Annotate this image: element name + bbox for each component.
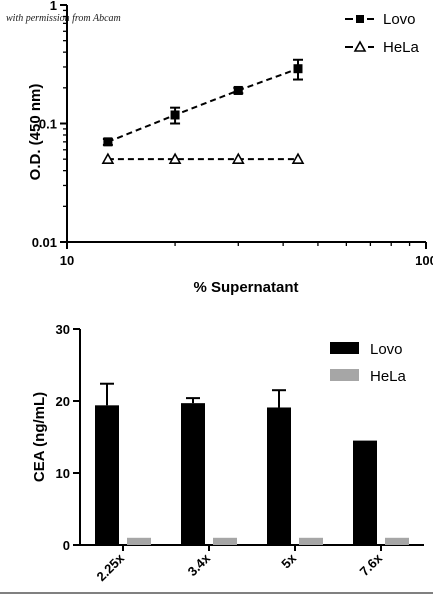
legend-entry-hela: HeLa <box>330 368 407 385</box>
x-tick-label: 7.6x <box>357 550 386 579</box>
data-point-square <box>170 110 180 120</box>
legend-triangle-marker <box>353 40 367 52</box>
data-point-square <box>233 85 243 95</box>
y-tick-label: 20 <box>56 394 70 409</box>
bar-hela <box>299 537 323 545</box>
bar-lovo <box>267 407 291 545</box>
y-tick-label: 0.1 <box>39 117 57 132</box>
bar-hela <box>385 537 409 545</box>
data-point-triangle <box>291 152 305 164</box>
data-point-triangle <box>231 152 245 164</box>
x-tick-label: 2.25x <box>94 550 128 584</box>
legend-label-hela: HeLa <box>383 39 420 56</box>
x-tick-label: 3.4x <box>185 550 214 579</box>
x-tick-label: 5x <box>278 550 299 571</box>
x-tick-label: 100 <box>415 253 433 268</box>
y-tick-label: 30 <box>56 322 70 337</box>
legend-label-lovo: Lovo <box>383 11 416 28</box>
bar-hela <box>127 537 151 545</box>
y-tick-label: 10 <box>56 466 70 481</box>
bar-lovo <box>181 403 205 545</box>
bar-chart: CEA (ng/mL) 0 10 20 30 2.25x 3.4x 5x 7.6x Lovo … <box>31 322 424 584</box>
line-chart: O.D. (450 nm) % Supernatant 0.01 0.1 1 10 10… <box>27 0 433 296</box>
legend-square-marker <box>356 15 364 23</box>
bar-lovo <box>95 405 119 545</box>
legend-label-lovo: Lovo <box>370 341 403 358</box>
bar-chart-legend: Lovo HeLa <box>330 341 407 385</box>
legend-swatch-lovo <box>330 342 359 354</box>
y-tick-label: 1 <box>50 0 57 13</box>
legend-entry-lovo: Lovo <box>345 11 416 28</box>
x-tick-label: 10 <box>60 253 74 268</box>
y-tick-label: 0.01 <box>32 235 57 250</box>
bar-hela <box>213 537 237 545</box>
bar-lovo <box>353 440 377 545</box>
series-hela <box>101 152 305 164</box>
bar-chart-ylabel: CEA (ng/mL) <box>31 392 48 482</box>
line-chart-ylabel: O.D. (450 nm) <box>27 84 44 181</box>
legend-swatch-hela <box>330 369 359 381</box>
line-chart-xlabel: % Supernatant <box>193 279 298 296</box>
data-point-square <box>103 137 113 147</box>
watermark-text: with permission from Abcam <box>6 13 121 24</box>
data-point-triangle <box>101 152 115 164</box>
y-tick-label: 0 <box>63 538 70 553</box>
line-chart-legend: Lovo HeLa <box>345 11 420 56</box>
legend-entry-hela: HeLa <box>345 39 420 56</box>
legend-entry-lovo: Lovo <box>330 341 403 358</box>
series-line-lovo <box>107 67 299 143</box>
data-point-square <box>293 64 303 74</box>
data-point-triangle <box>168 152 182 164</box>
legend-label-hela: HeLa <box>370 368 407 385</box>
series-lovo <box>102 58 303 147</box>
